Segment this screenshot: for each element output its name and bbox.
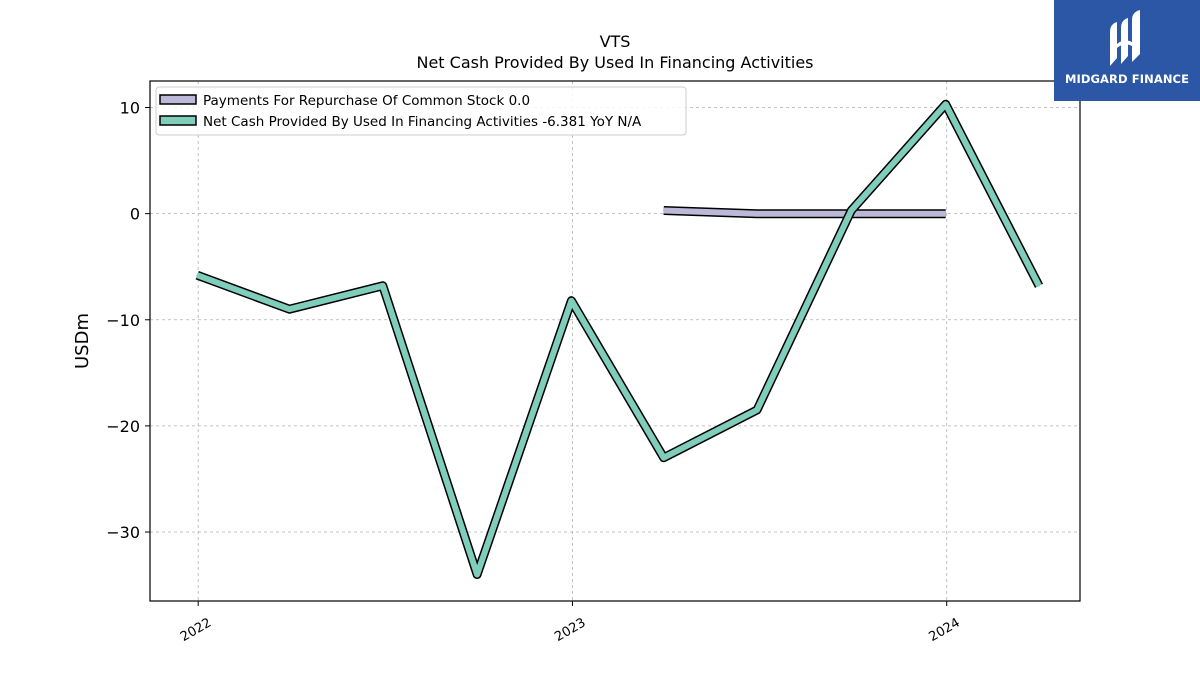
chart-title: VTS (600, 32, 631, 51)
series-financing (195, 99, 1044, 579)
series-layer (195, 99, 1044, 579)
y-axis-label: USDm (72, 313, 93, 369)
x-tick-label: 2022 (178, 615, 214, 645)
x-tick-label: 2023 (552, 615, 588, 645)
stylized-m-logo-icon (1110, 10, 1140, 66)
data-point (196, 274, 198, 277)
data-point (662, 456, 665, 459)
series-line-outline (195, 99, 1044, 579)
data-point (756, 409, 758, 411)
grid (150, 81, 1080, 601)
data-point (944, 103, 947, 106)
y-tick-label: 10 (120, 99, 140, 118)
legend-label-repurchase: Payments For Repurchase Of Common Stock … (203, 93, 530, 109)
x-axis: 2022 2023 2024 (178, 601, 963, 645)
y-tick-label: −30 (106, 523, 140, 542)
brand-logo: MIDGARD FINANCE (1054, 0, 1200, 101)
series-line (196, 101, 1042, 578)
series-repurchase (662, 206, 947, 219)
data-point (1038, 285, 1040, 287)
data-point (476, 573, 478, 576)
y-axis: −30 −20 −10 0 10 (106, 99, 150, 542)
y-tick-label: −20 (106, 417, 140, 436)
chart-subtitle: Net Cash Provided By Used In Financing A… (416, 53, 813, 72)
legend-box (155, 86, 687, 136)
legend: Payments For Repurchase Of Common Stock … (155, 86, 687, 136)
brand-name: MIDGARD FINANCE (1064, 72, 1190, 86)
data-point (381, 285, 384, 287)
series-line (663, 207, 946, 217)
data-point (756, 212, 758, 215)
legend-swatch-financing (159, 115, 197, 126)
data-point (570, 299, 573, 302)
y-tick-label: 0 (130, 205, 140, 224)
data-point (662, 209, 665, 212)
data-point (944, 212, 947, 215)
x-tick-label: 2024 (927, 615, 963, 645)
data-point (288, 308, 291, 310)
legend-swatch-repurchase (159, 94, 197, 105)
data-point (850, 209, 853, 212)
legend-label-financing: Net Cash Provided By Used In Financing A… (203, 114, 642, 130)
plot-area (149, 80, 1081, 602)
y-tick-label: −10 (106, 311, 140, 330)
